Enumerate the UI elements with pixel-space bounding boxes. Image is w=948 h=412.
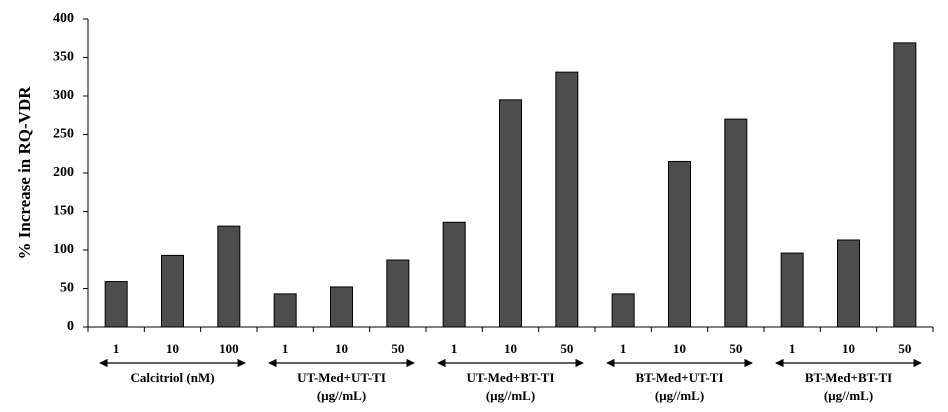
bar xyxy=(330,286,353,328)
bar xyxy=(724,118,748,328)
x-tick-label: 1 xyxy=(451,341,458,356)
y-tick-label: 400 xyxy=(53,11,74,26)
x-tick-label: 10 xyxy=(335,341,348,356)
x-tick-label: 1 xyxy=(282,341,289,356)
x-tick-label: 100 xyxy=(219,341,239,356)
bar xyxy=(780,252,804,328)
x-tick-label: 50 xyxy=(898,341,911,356)
bar xyxy=(386,259,410,328)
x-tick-label: 10 xyxy=(673,341,686,356)
x-tick-label: 50 xyxy=(391,341,404,356)
group-unit: (µg//mL) xyxy=(824,388,873,403)
group-label: BT-Med+UT-TI xyxy=(635,370,723,385)
y-tick-label: 100 xyxy=(53,242,74,257)
y-tick-label: 0 xyxy=(67,319,74,334)
x-tick-label: 10 xyxy=(842,341,855,356)
bar xyxy=(273,293,297,328)
x-tick-label: 1 xyxy=(789,341,796,356)
bar xyxy=(668,160,691,328)
y-tick-label: 50 xyxy=(60,281,74,296)
x-tick-label: 50 xyxy=(560,341,573,356)
y-tick-label: 200 xyxy=(53,165,74,180)
group-label: Calcitriol (nM) xyxy=(130,370,214,385)
y-tick-label: 350 xyxy=(53,50,74,65)
bar xyxy=(161,254,184,328)
bar xyxy=(104,281,128,328)
y-tick-label: 150 xyxy=(53,204,74,219)
bar xyxy=(217,225,241,328)
bar xyxy=(555,71,579,328)
group-label: UT-Med+BT-TI xyxy=(466,370,554,385)
bar xyxy=(499,99,522,328)
x-tick-label: 10 xyxy=(504,341,517,356)
bar xyxy=(611,293,635,328)
group-label: BT-Med+BT-TI xyxy=(805,370,892,385)
x-tick-label: 50 xyxy=(729,341,742,356)
group-unit: (µg//mL) xyxy=(486,388,535,403)
bar xyxy=(893,42,917,328)
x-tick-label: 1 xyxy=(620,341,627,356)
bar xyxy=(442,221,466,328)
y-tick-label: 250 xyxy=(53,127,74,142)
group-unit: (µg//mL) xyxy=(317,388,366,403)
y-axis-label: % Increase in RQ-VDR xyxy=(15,86,34,260)
group-label: UT-Med+UT-TI xyxy=(297,370,386,385)
group-unit: (µg//mL) xyxy=(655,388,704,403)
x-tick-label: 10 xyxy=(166,341,179,356)
bar xyxy=(837,239,860,328)
x-tick-label: 1 xyxy=(113,341,120,356)
y-tick-label: 300 xyxy=(53,88,74,103)
